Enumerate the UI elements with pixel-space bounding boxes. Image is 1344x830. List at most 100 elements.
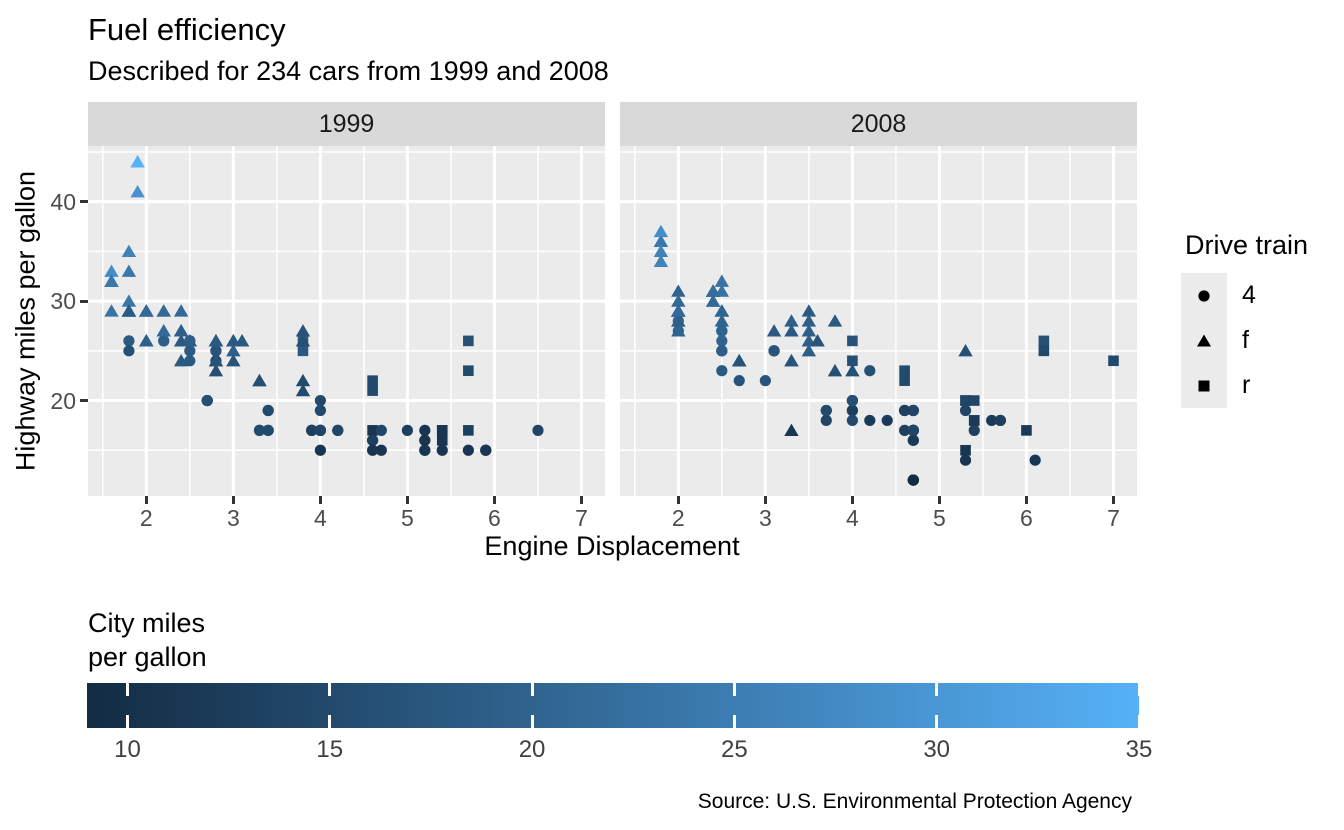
data-point xyxy=(419,434,431,446)
data-point xyxy=(156,304,171,317)
data-point xyxy=(1038,335,1050,347)
data-point xyxy=(899,404,911,417)
data-point xyxy=(801,314,817,327)
y-tick-label: 30 xyxy=(50,288,76,315)
data-point xyxy=(986,414,998,427)
data-point xyxy=(845,363,860,377)
colorbar-tick-label: 35 xyxy=(1125,736,1153,763)
data-point xyxy=(104,304,119,317)
x-tick-label: 7 xyxy=(575,505,588,531)
plot-title: Fuel efficiency xyxy=(88,12,286,47)
x-tick-mark xyxy=(580,496,583,504)
y-tick-mark xyxy=(80,299,88,303)
data-point xyxy=(210,345,222,357)
colorbar-title: City miles per gallon xyxy=(88,606,207,674)
data-point xyxy=(994,414,1006,427)
colorbar-tick-mark xyxy=(530,715,534,728)
y-tick-mark xyxy=(80,399,88,403)
colorbar-tick-mark xyxy=(1137,715,1139,728)
data-point xyxy=(907,404,919,417)
data-point xyxy=(968,424,980,436)
data-point xyxy=(104,264,119,277)
x-tick-label: 6 xyxy=(1020,505,1033,531)
data-point xyxy=(801,304,817,317)
data-point xyxy=(827,314,843,327)
x-tick-label: 2 xyxy=(671,505,685,531)
colorbar-tick-mark xyxy=(732,683,736,696)
x-tick-label: 6 xyxy=(488,505,501,531)
data-point xyxy=(139,304,154,317)
data-point xyxy=(367,434,379,446)
data-point xyxy=(759,375,771,387)
legend-label: f xyxy=(1242,326,1249,354)
data-point xyxy=(130,184,145,198)
data-point xyxy=(705,284,721,297)
data-point xyxy=(121,294,137,307)
data-point xyxy=(714,304,730,317)
data-point xyxy=(653,254,669,267)
data-point xyxy=(314,444,326,456)
legend-key xyxy=(1181,273,1227,318)
data-point xyxy=(960,395,971,406)
data-point xyxy=(295,373,311,387)
data-point xyxy=(1108,355,1119,367)
plot-caption: Source: U.S. Environmental Protection Ag… xyxy=(697,790,1132,813)
panel-canvas-1999 xyxy=(88,146,605,496)
colorbar-tick-mark xyxy=(935,683,939,696)
data-point xyxy=(820,414,832,427)
data-point xyxy=(436,435,448,446)
y-tick-mark xyxy=(80,200,88,204)
x-tick-mark xyxy=(144,496,148,504)
data-point xyxy=(156,324,171,337)
data-point xyxy=(827,363,843,377)
data-point xyxy=(123,335,135,347)
data-point xyxy=(367,385,378,396)
colorbar-tick-mark xyxy=(125,683,129,696)
data-point xyxy=(899,375,910,386)
x-tick-mark xyxy=(231,496,235,504)
data-point xyxy=(968,395,980,406)
legend-key xyxy=(1181,363,1227,408)
legend-title: Drive train xyxy=(1185,230,1309,260)
data-point xyxy=(306,424,318,436)
data-point xyxy=(123,345,135,357)
data-point xyxy=(907,424,919,436)
city-mpg-colorbar xyxy=(87,683,1139,728)
data-point xyxy=(121,244,137,257)
data-point xyxy=(714,314,730,327)
data-point xyxy=(252,373,267,387)
data-point xyxy=(226,344,241,357)
plot-panel-1999 xyxy=(88,146,605,496)
facet-strip-2008: 2008 xyxy=(620,102,1137,146)
data-point xyxy=(959,404,972,417)
data-point xyxy=(208,363,224,377)
data-point xyxy=(899,365,910,377)
colorbar-tick-mark xyxy=(328,715,332,728)
data-point xyxy=(653,224,669,238)
data-point xyxy=(907,474,919,486)
data-point xyxy=(846,394,858,407)
data-point xyxy=(226,334,241,347)
data-point xyxy=(419,424,431,436)
data-point xyxy=(959,454,972,466)
data-point xyxy=(375,444,387,456)
y-tick-label: 20 xyxy=(50,387,76,414)
legend-item-4: 4 xyxy=(1181,273,1344,318)
facet-strip-label: 1999 xyxy=(318,109,375,138)
data-point xyxy=(184,335,196,347)
colorbar-tick-label: 15 xyxy=(316,736,344,763)
data-point xyxy=(480,444,492,456)
data-point xyxy=(784,353,799,367)
data-point xyxy=(899,424,911,436)
x-tick-label: 7 xyxy=(1107,505,1120,531)
legend-keys: 4 f r xyxy=(1181,273,1344,408)
data-point xyxy=(968,415,980,426)
legend-item-r: r xyxy=(1181,363,1344,408)
data-point xyxy=(714,274,730,287)
data-point xyxy=(295,334,311,347)
data-point xyxy=(375,424,387,436)
data-point xyxy=(463,425,474,436)
data-point xyxy=(436,444,448,456)
data-point xyxy=(419,444,431,456)
